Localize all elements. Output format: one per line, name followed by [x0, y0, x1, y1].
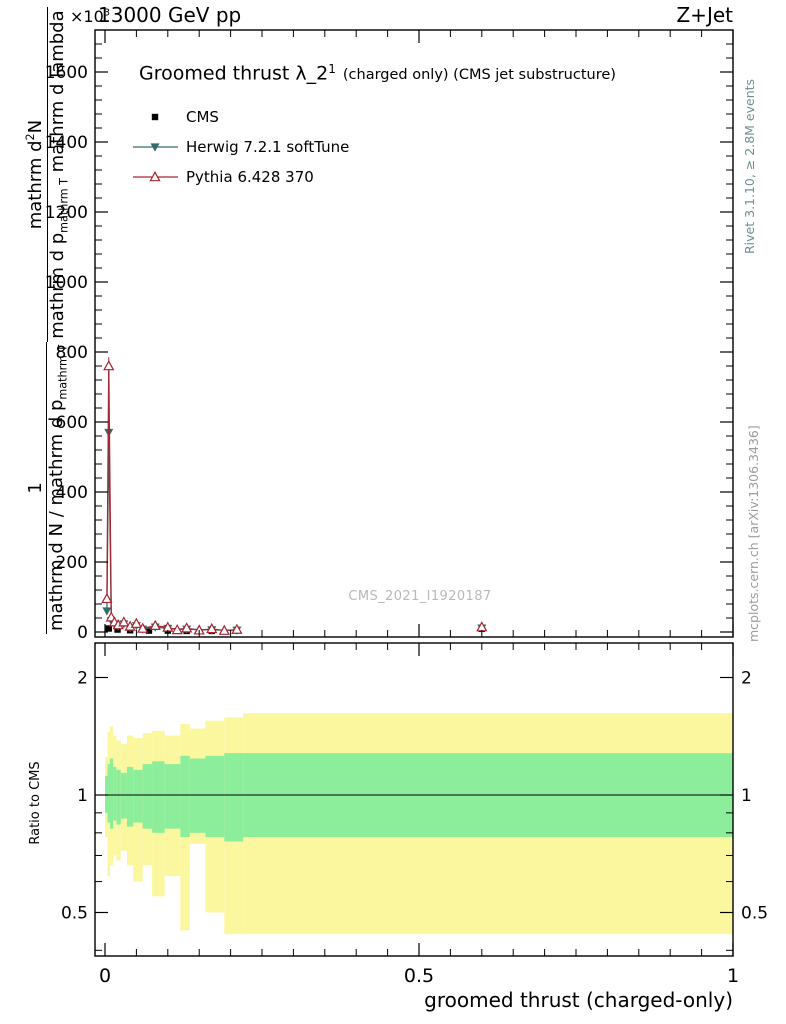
marker-triangle-up-open [181, 622, 193, 633]
ratio-band-inner [116, 769, 121, 825]
y-label-frac1-denominator: mathrm d N / mathrm d pmathrm T [46, 341, 71, 634]
series-line [106, 432, 237, 631]
marker-triangle-up-open [149, 619, 161, 630]
analysis-watermark: CMS_2021_I1920187 [348, 589, 492, 604]
x-tick-label: 1 [727, 965, 739, 987]
ratio-band-inner [126, 766, 134, 827]
ratio-band-inner [110, 758, 114, 829]
ratio-band-inner [152, 761, 165, 833]
marker-square [151, 113, 159, 121]
main-y-axis-label: 1 mathrm d N / mathrm d pmathrm T mathrm… [12, 7, 84, 640]
ratio-band-inner [105, 775, 108, 813]
ratio-band-inner [113, 766, 117, 821]
y-tick-label: 800 [56, 343, 88, 363]
ratio-band-inner [224, 753, 244, 842]
main-frame [94, 29, 734, 638]
ratio-band-inner [180, 755, 190, 838]
process-label: Z+Jet [676, 3, 733, 27]
marker-square [105, 625, 112, 632]
y-label-frac2-denominator: mathrm d pmathrm T mathrm d lambda [46, 7, 71, 342]
ratio-band-inner [142, 764, 153, 829]
ratio-y-tick-label: 2 [77, 669, 88, 689]
marker-triangle-up-open [149, 171, 161, 182]
y-tick-label: 1200 [45, 203, 88, 223]
marker-triangle-up-open [231, 623, 243, 634]
y-label-fraction-2: mathrm d2N mathrm d pmathrm T mathrm d l… [24, 7, 71, 342]
marker-square [145, 627, 153, 634]
x-axis-title: groomed thrust (charged-only) [424, 988, 733, 1012]
marker-triangle-up-open [118, 616, 130, 627]
plot-title-superscript: 1 [328, 62, 336, 76]
ratio-frame [94, 642, 734, 957]
plot-title-main: Groomed thrust λ_2 [139, 62, 329, 85]
ratio-band-inner [120, 772, 127, 819]
y-tick-label: 1600 [45, 63, 88, 83]
y-tick-label: 1000 [45, 273, 88, 293]
ratio-y-axis-label: Ratio to CMS [28, 761, 43, 845]
y-tick-label: 1400 [45, 133, 88, 153]
marker-triangle-up-open [137, 622, 149, 633]
legend-label: Herwig 7.2.1 softTune [186, 138, 349, 156]
ratio-band-inner [205, 755, 225, 838]
ratio-y-tick-label: 0.5 [741, 904, 768, 924]
legend-label: CMS [186, 108, 219, 126]
x-tick-label: 0 [99, 965, 111, 987]
marker-triangle-up-open [101, 592, 113, 604]
legend-label: Pythia 6.428 370 [186, 168, 314, 186]
y-tick-label: 200 [56, 553, 88, 573]
ratio-band-inner [164, 764, 181, 829]
marker-triangle-up-open [218, 624, 230, 635]
ratio-band-inner [189, 758, 206, 833]
marker-triangle-up-open [171, 623, 183, 635]
ratio-y-tick-label: 1 [77, 786, 88, 806]
ratio-y-tick-label: 2 [741, 669, 752, 689]
beam-energy-label: 13000 GeV pp [98, 3, 242, 27]
marker-triangle-up-open [130, 617, 143, 628]
y-label-frac2-numerator: mathrm d2N [24, 119, 47, 230]
plot-title-suffix: (charged only) (CMS jet substructure) [342, 67, 616, 84]
rivet-version-label: Rivet 3.1.10, ≥ 2.8M events [742, 78, 757, 254]
mcplots-reference-label: mcplots.cern.ch [arXiv:1306.3436] [746, 425, 761, 642]
y-tick-label: 400 [56, 483, 88, 503]
y-scale-exponent: ×103 [70, 7, 111, 26]
plot-title: Groomed thrust λ_21 (charged only) (CMS j… [139, 62, 616, 84]
marker-triangle-up-open [103, 360, 115, 371]
ratio-band-inner [133, 769, 143, 823]
y-tick-label: 0 [77, 623, 88, 643]
marker-triangle-down [102, 607, 112, 616]
x-tick-label: 0.5 [404, 965, 434, 987]
ratio-y-tick-label: 1 [741, 786, 752, 806]
y-label-fraction-1: 1 mathrm d N / mathrm d pmathrm T [24, 341, 71, 634]
ratio-band-inner [107, 764, 111, 823]
ratio-y-tick-label: 0.5 [61, 904, 88, 924]
marker-triangle-up-open [206, 622, 218, 634]
series-line [106, 365, 237, 632]
y-tick-label: 600 [56, 413, 88, 433]
y-label-frac1-numerator: 1 [24, 482, 46, 494]
marker-triangle-down [150, 143, 160, 152]
